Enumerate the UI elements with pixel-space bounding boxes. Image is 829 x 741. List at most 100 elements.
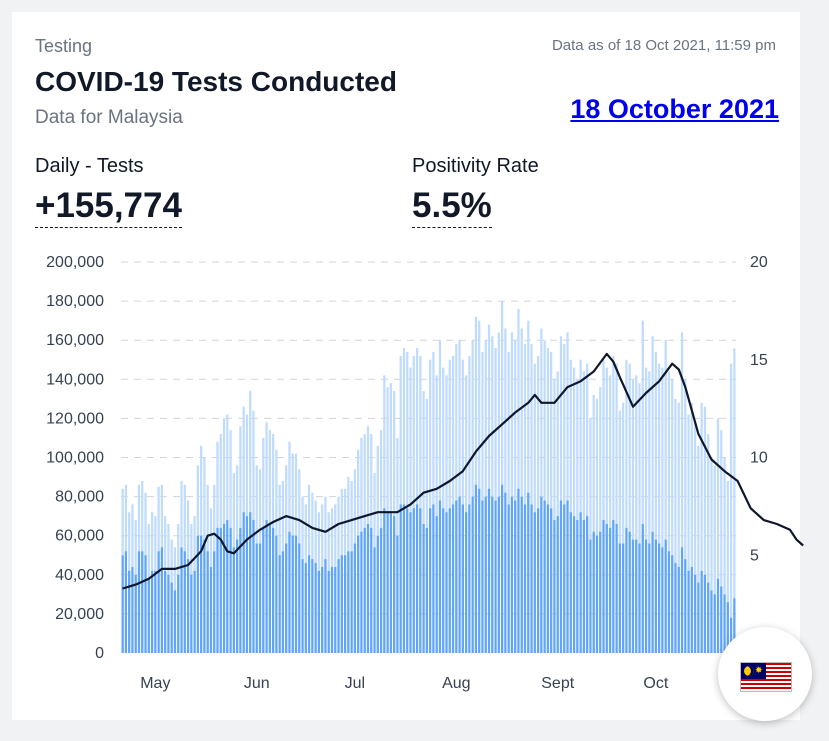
pcr-tests-bar [314, 563, 317, 653]
pcr-tests-bar [510, 496, 514, 653]
total-tests-bar [615, 363, 618, 653]
pcr-tests-bar [317, 570, 321, 653]
pcr-tests-bar [324, 559, 327, 653]
pcr-tests-bar [710, 590, 713, 653]
pcr-tests-bar [546, 504, 550, 653]
total-tests-bar [553, 379, 556, 653]
pcr-tests-bar [193, 570, 196, 653]
total-tests-bar [713, 465, 716, 653]
pcr-tests-bar [141, 551, 144, 653]
total-tests-bar [700, 402, 703, 653]
pcr-tests-bar [595, 535, 599, 653]
total-tests-bar [429, 359, 432, 653]
total-tests-bar [726, 480, 729, 653]
pcr-tests-bar [618, 543, 621, 653]
pcr-tests-bar [500, 484, 504, 653]
pcr-tests-bar [658, 543, 661, 653]
pcr-tests-bar [432, 504, 435, 653]
y-axis-tick-label: 40,000 [55, 567, 104, 584]
pcr-tests-bar [429, 508, 432, 653]
pcr-tests-bar [147, 578, 150, 653]
total-tests-bar [550, 351, 553, 653]
pcr-tests-bar [216, 527, 219, 653]
total-tests-bar [697, 445, 700, 653]
pcr-tests-bar [468, 504, 471, 653]
x-axis-tick-label: Jun [244, 675, 270, 692]
total-tests-bar [402, 348, 406, 653]
total-tests-bar [520, 328, 523, 653]
pcr-tests-bar [631, 539, 635, 653]
pcr-tests-bar [334, 566, 337, 653]
pcr-tests-bar [697, 582, 700, 653]
total-tests-bar [533, 363, 536, 653]
date-link[interactable]: 18 October 2021 [570, 94, 779, 124]
total-tests-bar [507, 351, 510, 653]
pcr-tests-bar [321, 566, 324, 653]
pcr-tests-bar [298, 543, 301, 653]
pcr-tests-bar [272, 527, 275, 653]
pcr-tests-bar [170, 582, 173, 653]
y-axis-tick-label: 100,000 [46, 450, 104, 467]
pcr-tests-bar [654, 539, 657, 653]
pcr-tests-bar [203, 539, 206, 653]
pcr-tests-bar [330, 566, 334, 653]
pcr-tests-bar [550, 508, 553, 653]
pcr-tests-bar [726, 602, 729, 653]
pcr-tests-bar [599, 531, 602, 653]
pcr-tests-bar [680, 547, 684, 653]
total-tests-bar [559, 336, 563, 653]
total-tests-bar [586, 363, 589, 653]
country-selector-button[interactable]: ✸ [718, 627, 812, 721]
pcr-tests-bar [638, 543, 641, 653]
pcr-tests-bar [183, 551, 186, 653]
pcr-tests-bar [379, 527, 383, 653]
pcr-tests-bar [497, 496, 500, 653]
pcr-tests-bar [291, 535, 294, 653]
total-tests-bar [693, 422, 697, 653]
total-tests-bar [703, 406, 707, 653]
total-tests-bar [628, 363, 631, 653]
pcr-tests-bar [173, 590, 177, 653]
total-tests-bar [608, 375, 612, 653]
pcr-tests-bar [275, 535, 278, 653]
pcr-tests-bar [484, 496, 487, 653]
total-tests-bar [448, 359, 451, 653]
pcr-tests-bar [615, 523, 618, 653]
total-tests-bar [556, 371, 559, 653]
total-tests-bar [419, 355, 422, 653]
pcr-tests-bar [281, 551, 285, 653]
y-axis-tick-label: 20,000 [55, 606, 104, 623]
pcr-tests-bar [402, 504, 406, 653]
total-tests-bar [500, 301, 504, 653]
total-tests-bar [651, 336, 654, 653]
pcr-tests-bar [347, 551, 350, 653]
y2-axis-tick-label: 15 [750, 352, 768, 369]
total-tests-bar [527, 320, 530, 653]
y-axis-tick-label: 180,000 [46, 293, 104, 310]
positivity-rate-value: 5.5% [412, 186, 492, 228]
pcr-tests-bar [677, 566, 680, 653]
pcr-tests-bar [360, 531, 363, 653]
pcr-tests-bar [327, 570, 330, 653]
y-axis-tick-label: 160,000 [46, 332, 104, 349]
pcr-tests-bar [733, 598, 736, 653]
total-tests-bar [422, 391, 425, 653]
pcr-tests-bar [376, 535, 379, 653]
pcr-tests-bar [576, 520, 579, 653]
pcr-tests-bar [389, 512, 392, 653]
x-axis-tick-label: Jul [345, 675, 365, 692]
pcr-tests-bar [559, 500, 563, 653]
pcr-tests-bar [137, 551, 141, 653]
y-axis-tick-label: 80,000 [55, 489, 104, 506]
pcr-tests-bar [514, 500, 517, 653]
pcr-tests-bar [409, 512, 412, 653]
pcr-tests-bar [350, 551, 353, 653]
pcr-tests-bar [491, 496, 494, 653]
total-tests-bar [589, 418, 592, 653]
pcr-tests-bar [651, 531, 654, 653]
total-tests-bar [654, 351, 657, 653]
pcr-tests-bar [232, 547, 235, 653]
pcr-tests-bar [340, 555, 343, 653]
total-tests-bar [409, 367, 412, 653]
total-tests-bar [406, 351, 409, 653]
